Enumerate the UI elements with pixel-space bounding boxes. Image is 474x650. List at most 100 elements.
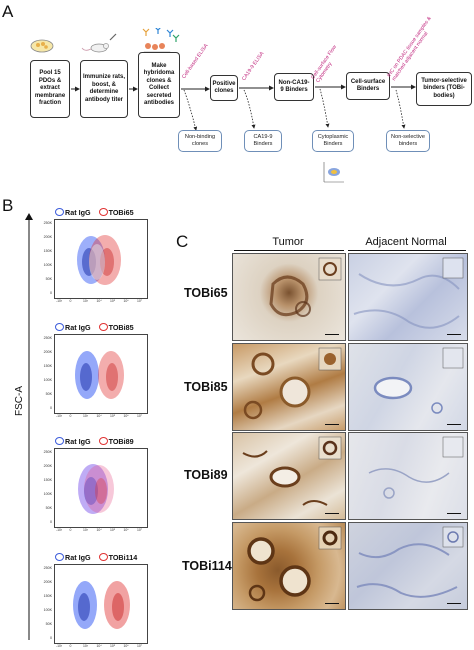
output-non-binding: Non-binding clones (178, 130, 222, 152)
flow-y-tick: 100K (43, 492, 52, 496)
flow-y-tick: 250K (43, 566, 52, 570)
legend-plot-4: Rat IgG TOBi114 (55, 553, 137, 562)
panel-letter-a: A (2, 2, 14, 21)
legend-antibody: TOBi85 (108, 323, 134, 332)
flow-x-tick: -10³ (56, 528, 63, 532)
flow-x-tick: 10⁴ (96, 644, 102, 648)
test-ring-icon (98, 323, 108, 331)
test-ring-icon (98, 208, 108, 216)
scale-bar (447, 512, 461, 514)
flow-y-tick: 200K (43, 350, 52, 354)
flow-y-tick: 200K (43, 235, 52, 239)
normal-header-rule (348, 250, 466, 252)
flow-density-tobi89 (78, 464, 114, 514)
ihc-texture (243, 347, 342, 420)
output-non-selective: Non-selective binders (386, 130, 430, 152)
scale-bar (447, 602, 461, 604)
flow-y-tick: 50K (45, 392, 52, 396)
control-ring-icon (55, 553, 64, 561)
flow-x-tick: 10⁷ (137, 414, 142, 418)
flow-x-tick: 0 (69, 414, 72, 418)
flow-y-tick: 250K (43, 336, 52, 340)
flow-y-tick: 50K (45, 622, 52, 626)
scale-bar (447, 333, 461, 335)
row-label-tobi85: TOBi85 (184, 380, 228, 394)
scale-bar (447, 423, 461, 425)
flow-y-tick: 200K (43, 464, 52, 468)
flow-x-tick: 0 (69, 528, 72, 532)
panel-letter-c: C (176, 232, 189, 251)
legend-antibody: TOBi65 (108, 208, 134, 217)
flow-x-tick: 10⁵ (110, 414, 116, 418)
flow-x-tick: 10³ (83, 299, 88, 303)
legend-plot-1: Rat IgG TOBi65 (55, 208, 134, 217)
flow-x-tick: 10⁵ (110, 299, 116, 303)
ihc-texture (368, 436, 464, 499)
flow-x-tick: -10³ (56, 299, 63, 303)
flow-y-tick: 0 (50, 520, 52, 524)
scale-bar (325, 423, 339, 425)
test-ring-icon (98, 553, 108, 561)
flow-x-tick: 10⁷ (137, 644, 142, 648)
flow-y-tick: 0 (50, 636, 52, 640)
flow-x-tick: 10⁴ (96, 414, 102, 418)
flow-plot-tobi65 (54, 219, 148, 299)
control-ring-icon (55, 208, 64, 216)
workflow-step-non-ca199: Non-CA19-9 Binders (274, 73, 314, 101)
column-header-adjacent-normal: Adjacent Normal (365, 236, 447, 248)
workflow-step-immunize: Immunize rats, boost, & determine antibo… (80, 60, 128, 118)
workflow-step-cell-surface: Cell-surface Binders (346, 72, 390, 100)
flow-x-tick: 10³ (83, 528, 88, 532)
flow-density-tobi114 (73, 581, 130, 629)
flow-y-tick: 0 (50, 406, 52, 410)
workflow-step-hybridoma: Make hybridoma clones & Collect secreted… (138, 52, 180, 118)
flow-y-tick: 100K (43, 608, 52, 612)
flow-x-tick: 10⁶ (123, 528, 129, 532)
flow-plot-tobi89 (54, 448, 148, 528)
panel-letter-b: B (2, 196, 14, 215)
flow-y-tick: 150K (43, 594, 52, 598)
control-ring-icon (55, 323, 64, 331)
flow-x-tick: -10³ (56, 414, 63, 418)
row-label-tobi89: TOBi89 (184, 468, 228, 482)
fsc-axis-arrow (25, 213, 33, 640)
flow-y-tick: 150K (43, 364, 52, 368)
legend-control: Rat IgG (65, 553, 91, 562)
test-ring-icon (98, 437, 108, 445)
antibody-icon (142, 28, 180, 42)
flow-y-tick: 50K (45, 277, 52, 281)
ihc-texture (247, 526, 342, 602)
flow-x-tick: 10⁶ (123, 414, 129, 418)
flow-y-tick: 150K (43, 478, 52, 482)
legend-antibody: TOBi89 (108, 437, 134, 446)
flow-x-tick: 10⁶ (123, 644, 129, 648)
flow-x-tick: 10⁴ (96, 299, 102, 303)
row-label-tobi65: TOBi65 (184, 286, 228, 300)
tumor-header-rule (234, 250, 344, 252)
flow-density-tobi85 (75, 351, 124, 399)
output-cytoplasmic: Cytoplasmic Binders (312, 130, 354, 152)
ihc-texture (269, 257, 342, 317)
flow-plot-tobi85 (54, 334, 148, 414)
flow-x-tick: 10⁵ (110, 644, 116, 648)
control-ring-icon (55, 437, 64, 445)
flow-x-tick: 10⁷ (137, 528, 142, 532)
flow-x-tick: 10³ (83, 644, 88, 648)
flow-x-tick: 10⁵ (110, 528, 116, 532)
legend-antibody: TOBi114 (108, 553, 138, 562)
flow-x-tick: 10⁶ (123, 299, 129, 303)
workflow-step-tumor-selective: Tumor-selective binders (TOBi-bodies) (416, 72, 472, 106)
flow-y-tick: 100K (43, 263, 52, 267)
flow-x-tick: -10³ (56, 644, 63, 648)
flow-y-tick: 0 (50, 291, 52, 295)
workflow-step-positive-clones: Positive clones (210, 75, 238, 101)
ihc-texture (353, 257, 464, 329)
cytoplasmic-mini-plot (323, 162, 344, 183)
flow-x-tick: 0 (69, 299, 72, 303)
flow-density-tobi65 (77, 235, 121, 285)
flow-x-tick: 10⁴ (96, 528, 102, 532)
flow-y-axis-label: FSC-A (14, 386, 25, 416)
ihc-texture (373, 347, 464, 414)
flow-y-tick: 50K (45, 506, 52, 510)
rat-icon (81, 33, 117, 53)
